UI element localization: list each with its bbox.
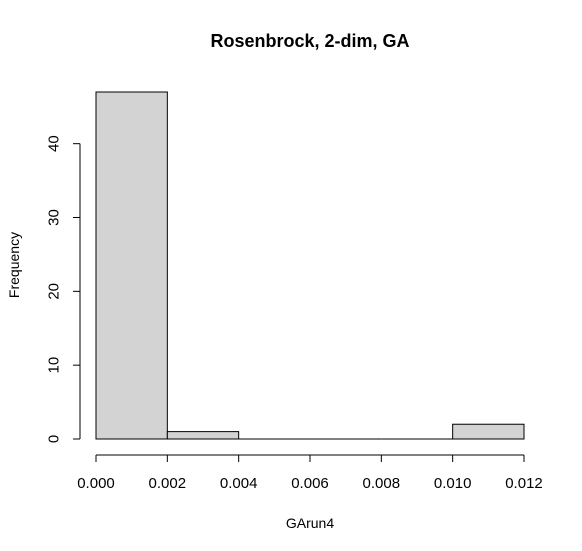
bars-layer — [95, 91, 525, 440]
y-tick-label: 20 — [46, 283, 63, 300]
y-tick-label: 0 — [46, 435, 63, 443]
histogram-bar — [166, 431, 240, 440]
x-tick-label: 0.006 — [291, 475, 329, 492]
x-tick-label: 0.004 — [220, 475, 258, 492]
y-tick-label: 30 — [46, 209, 63, 226]
y-tick-label: 40 — [46, 135, 63, 152]
x-tick-label: 0.010 — [434, 475, 472, 492]
x-axis-label: GArun4 — [286, 515, 334, 531]
x-tick-label: 0.000 — [77, 475, 115, 492]
y-axis: 0 10 20 30 40 — [46, 135, 81, 443]
x-tick-label: 0.008 — [363, 475, 401, 492]
chart-title: Rosenbrock, 2-dim, GA — [210, 31, 409, 51]
histogram-bar — [452, 423, 525, 440]
y-axis-label: Frequency — [6, 232, 22, 298]
x-axis: 0.000 0.002 0.004 0.006 0.008 0.010 0.012 — [77, 454, 543, 492]
y-tick-label: 10 — [46, 357, 63, 374]
x-tick-label: 0.002 — [149, 475, 187, 492]
histogram-bar — [95, 91, 168, 440]
x-tick-label: 0.012 — [505, 475, 543, 492]
